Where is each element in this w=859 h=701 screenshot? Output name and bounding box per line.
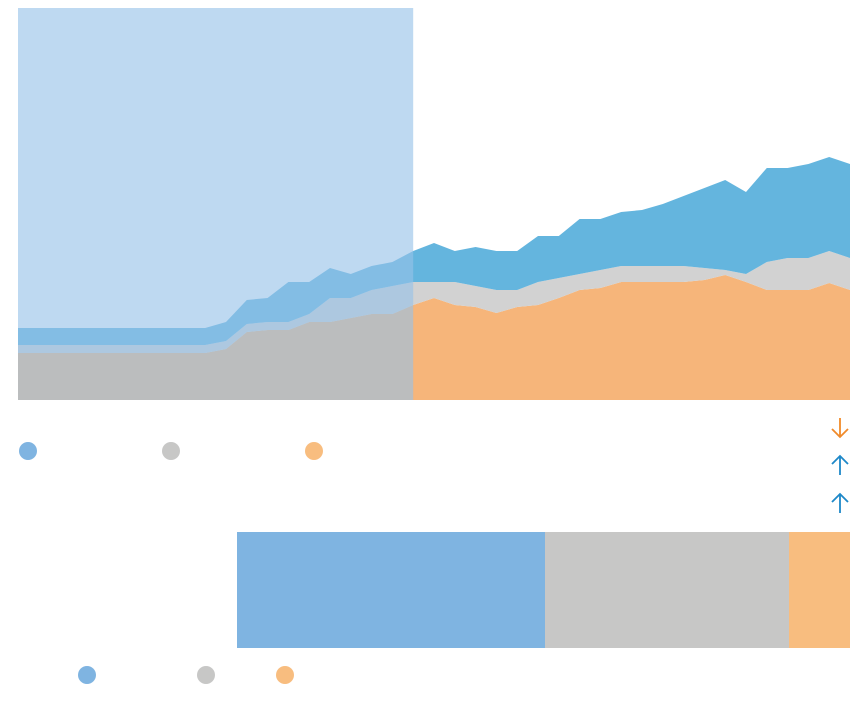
arrow-up [831,492,849,513]
legend-dot[interactable] [162,442,180,460]
legend-dot[interactable] [78,666,96,684]
bar-chart [237,532,850,648]
area [18,251,850,353]
area [18,157,850,345]
arrow-up [831,454,849,475]
selection-highlight [18,8,414,400]
bar-segment [237,532,545,648]
legend-top [19,442,323,460]
legend-bottom [78,666,294,684]
legend-dot[interactable] [305,442,323,460]
legend-dot[interactable] [19,442,37,460]
trend-arrows [831,418,849,513]
legend-dot[interactable] [276,666,294,684]
arrow-down [831,418,849,439]
area-chart [18,8,850,400]
bar-segment [789,532,850,648]
legend-dot[interactable] [197,666,215,684]
bar-segment [545,532,789,648]
